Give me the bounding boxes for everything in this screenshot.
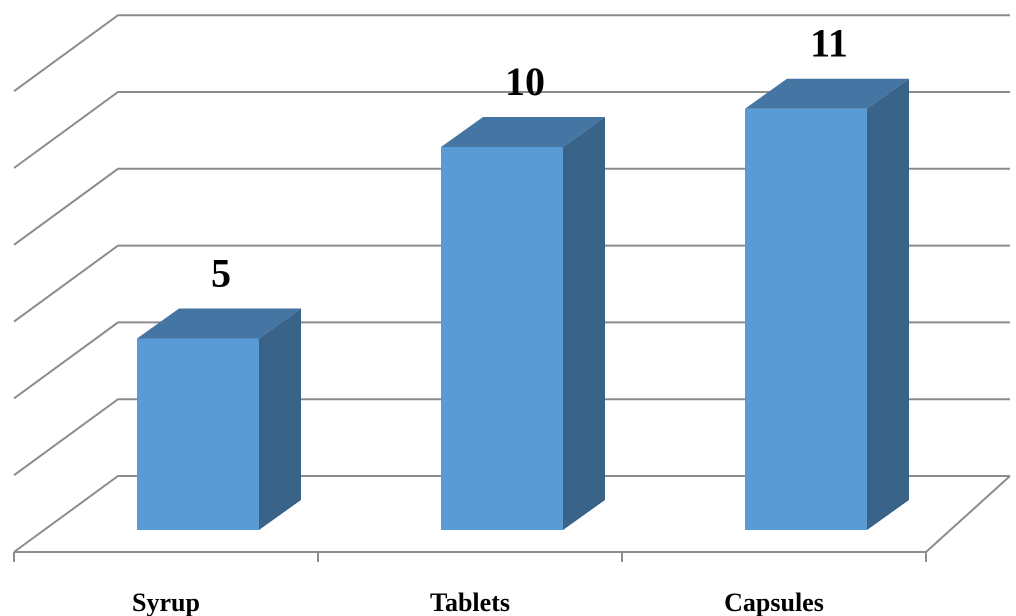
gridlines <box>13 14 1010 553</box>
category-labels: Syrup Tablets Capsules <box>132 588 824 616</box>
bar-front-face <box>745 108 867 530</box>
bar-top-face <box>745 78 909 109</box>
gridline <box>13 91 1010 169</box>
gridline <box>13 475 1010 553</box>
gridline <box>13 398 1010 477</box>
bars <box>137 78 909 530</box>
bar-tablets <box>441 117 605 530</box>
bar-front-face <box>441 147 563 530</box>
gridline <box>13 167 1010 246</box>
bar-top-face <box>137 308 301 339</box>
gridline <box>13 14 1010 93</box>
data-labels: 5 10 11 <box>211 21 848 296</box>
category-label-capsules: Capsules <box>724 588 824 616</box>
bar-side-face <box>259 308 301 530</box>
bar-side-face <box>563 117 605 530</box>
data-label-tablets: 10 <box>505 59 545 104</box>
category-label-tablets: Tablets <box>430 588 510 616</box>
gridline <box>13 244 1010 323</box>
data-label-syrup: 5 <box>211 251 231 296</box>
bar-side-face <box>867 78 909 530</box>
category-label-syrup: Syrup <box>132 588 200 616</box>
data-label-capsules: 11 <box>810 21 848 66</box>
bar-capsules <box>745 78 909 530</box>
category-axis <box>13 475 1011 562</box>
gridline <box>13 321 1010 400</box>
bar-syrup <box>137 308 301 530</box>
bar-top-face <box>441 117 605 147</box>
bar-front-face <box>137 338 259 530</box>
